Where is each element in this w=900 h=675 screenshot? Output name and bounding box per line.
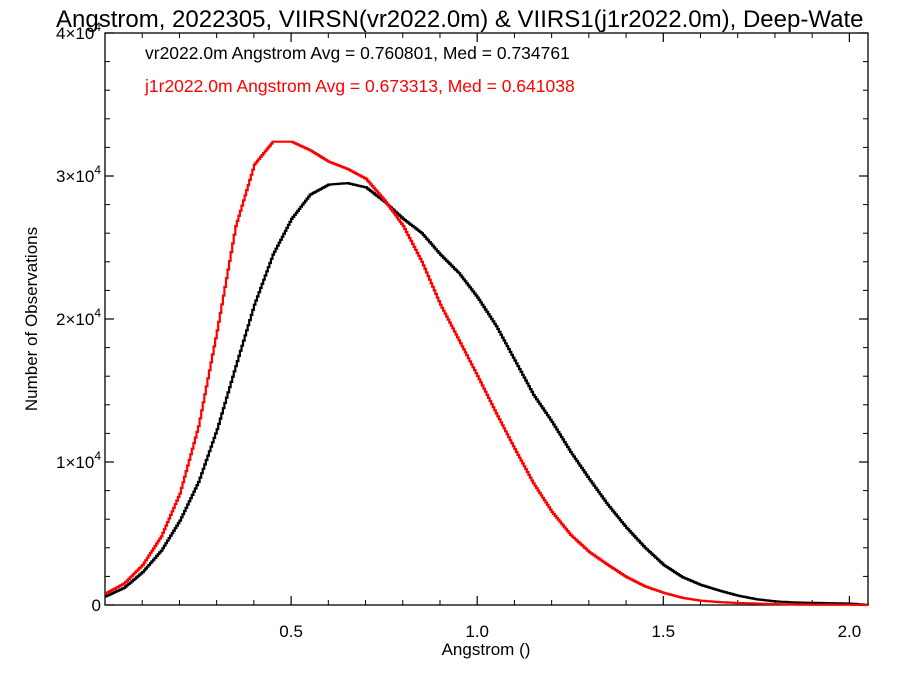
legend-entry-red: j1r2022.0m Angstrom Avg = 0.673313, Med … bbox=[144, 76, 575, 96]
y-tick-label: 1×104 bbox=[56, 449, 101, 472]
x-axis: 0.5 1.0 1.5 2.0 bbox=[141, 33, 862, 641]
legend-entry-black: vr2022.0m Angstrom Avg = 0.760801, Med =… bbox=[145, 43, 570, 63]
y-axis-label: Number of Observations bbox=[22, 227, 41, 411]
y-tick-label: 4×104 bbox=[56, 20, 101, 43]
y-axis-right bbox=[859, 32, 868, 606]
series-line-black bbox=[105, 182, 870, 606]
y-tick-label: 2×104 bbox=[56, 306, 101, 329]
legend: vr2022.0m Angstrom Avg = 0.760801, Med =… bbox=[144, 43, 575, 96]
series-line-red bbox=[105, 140, 868, 607]
chart-title: Angstrom, 2022305, VIIRSN(vr2022.0m) & V… bbox=[56, 6, 863, 33]
y-tick-label: 0 bbox=[92, 596, 101, 615]
x-tick-label: 0.5 bbox=[279, 622, 303, 641]
x-tick-label: 1.0 bbox=[465, 622, 489, 641]
y-axis-left: 0 1×104 2×104 3×104 4×104 bbox=[56, 20, 114, 615]
x-tick-label: 1.5 bbox=[651, 622, 675, 641]
x-tick-label: 2.0 bbox=[838, 622, 862, 641]
x-axis-label: Angstrom () bbox=[442, 640, 531, 659]
y-tick-label: 3×104 bbox=[56, 163, 101, 186]
series-layer bbox=[105, 140, 870, 607]
